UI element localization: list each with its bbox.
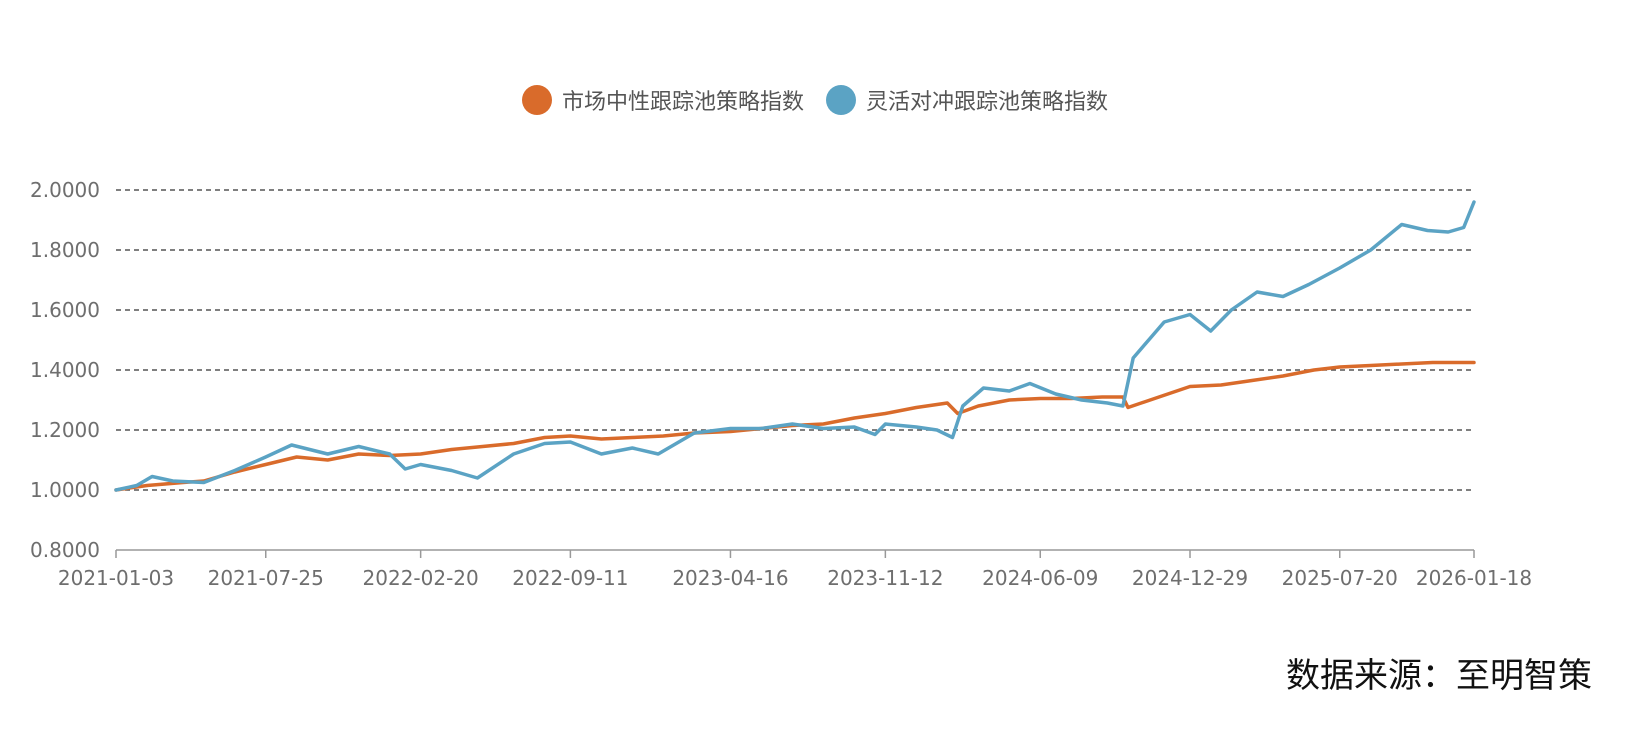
legend: 市场中性跟踪池策略指数 灵活对冲跟踪池策略指数	[0, 84, 1630, 116]
x-tick-label-8: 2025-07-20	[1282, 566, 1398, 590]
y-tick-label-4: 1.2000	[30, 418, 100, 442]
x-tick-label-2: 2022-02-20	[363, 566, 479, 590]
legend-marker-flexible-hedge	[826, 85, 856, 115]
x-tick-label-0: 2021-01-03	[58, 566, 174, 590]
legend-label-market-neutral: 市场中性跟踪池策略指数	[561, 90, 804, 115]
legend-item-market-neutral[interactable]: 市场中性跟踪池策略指数	[521, 84, 804, 116]
y-tick-label-2: 1.6000	[30, 298, 100, 322]
y-tick-label-6: 0.8000	[30, 538, 100, 562]
x-tick-label-3: 2022-09-11	[512, 566, 628, 590]
series-line-1	[114, 200, 1476, 492]
x-tick-label-4: 2023-04-16	[672, 566, 788, 590]
y-tick-label-3: 1.4000	[30, 358, 100, 382]
y-tick-label-1: 1.8000	[30, 238, 100, 262]
data-source-note: 数据来源：至明智策	[1286, 656, 1592, 696]
series-lines	[114, 200, 1476, 492]
y-tick-label-0: 2.0000	[30, 178, 100, 202]
x-tick-label-6: 2024-06-09	[982, 566, 1098, 590]
x-tick-label-9: 2026-01-18	[1416, 566, 1532, 590]
x-tick-label-7: 2024-12-29	[1132, 566, 1248, 590]
legend-marker-market-neutral	[521, 85, 552, 115]
y-tick-label-5: 1.0000	[30, 478, 100, 502]
legend-label-flexible-hedge: 灵活对冲跟踪池策略指数	[866, 90, 1109, 115]
x-tick-label-5: 2023-11-12	[827, 566, 943, 590]
axes: 2.0000 1.8000 1.6000 1.4000 1.2000 1.0000 0.80…	[30, 178, 1532, 590]
legend-item-flexible-hedge[interactable]: 灵活对冲跟踪池策略指数	[826, 84, 1108, 116]
x-tick-label-1: 2021-07-25	[208, 566, 324, 590]
series-line-0	[114, 360, 1476, 492]
grid-lines	[116, 189, 1474, 491]
